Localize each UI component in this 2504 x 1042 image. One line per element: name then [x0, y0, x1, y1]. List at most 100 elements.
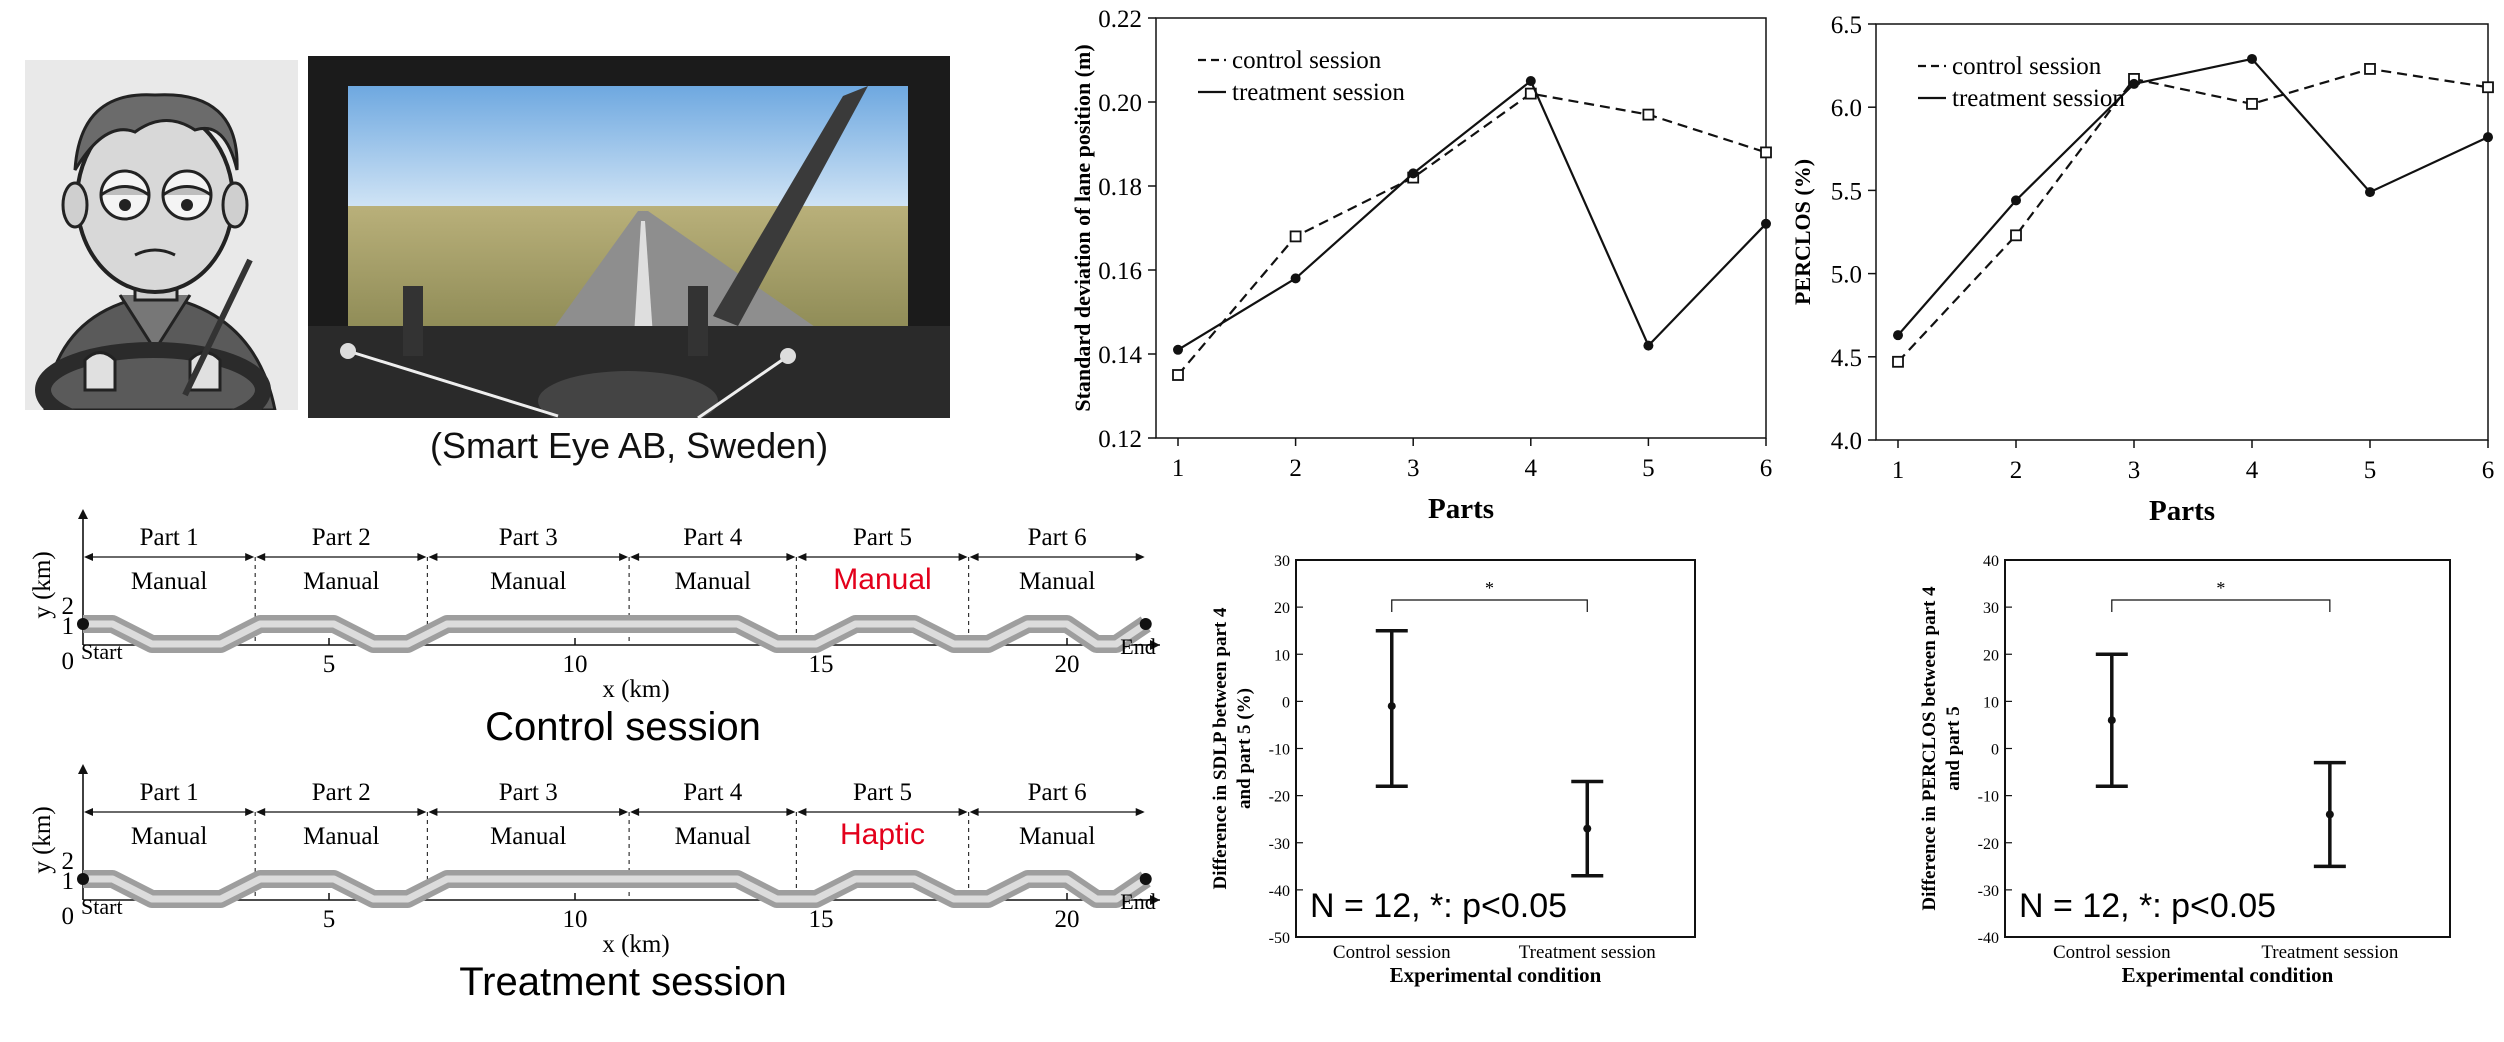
data-point [2365, 187, 2375, 198]
data-point [2129, 78, 2139, 89]
y-tick-label: 6.0 [1831, 95, 1862, 122]
series-line [1897, 67, 2489, 363]
x-tick-label: 3 [2128, 457, 2141, 484]
sample-size-annotation: N = 12, *: p<0.05 [2019, 887, 2276, 925]
part-span-arrow-left [630, 808, 640, 816]
plot-frame [2004, 559, 2451, 938]
part-span-arrow-right [958, 808, 968, 816]
significance-marker: * [2216, 578, 2225, 598]
x-axis-arrow [1150, 640, 1160, 650]
part-span-arrow-right [619, 808, 629, 816]
y-tick-label: 4.0 [1831, 428, 1862, 455]
part-label: Part 2 [312, 524, 371, 551]
x-tick-label: 1 [1172, 455, 1185, 482]
start-point [77, 618, 89, 630]
x-tick-label: 6 [2482, 457, 2495, 484]
x-tick-label: 15 [809, 906, 834, 933]
data-point [2247, 53, 2257, 64]
data-point [1892, 355, 1904, 368]
x-tick-label: Control session [2053, 942, 2171, 963]
part-mode-label: Haptic [840, 818, 925, 851]
y-tick-label: 30 [1274, 553, 1290, 570]
part-span-arrow-right [245, 808, 255, 816]
x-tick-label: Control session [1333, 942, 1451, 963]
session-title: Control session [485, 705, 761, 749]
x-tick-label: 15 [809, 651, 834, 678]
x-tick-label: 20 [1055, 651, 1080, 678]
y-tick-label: 0.12 [1098, 426, 1142, 453]
part-span-arrow-left [969, 553, 979, 561]
data-point [1893, 330, 1903, 341]
part-mode-label: Manual [490, 823, 566, 850]
driving-simulator-photo [308, 56, 950, 418]
significance-bracket [1391, 599, 1588, 612]
x-tick-label: 6 [1760, 455, 1773, 482]
y-tick-label: -40 [1269, 883, 1290, 900]
control-route-diagram: 0 12y (km) 5 10 15 20 x (km)Control session Par… [29, 509, 1160, 749]
y-tick-label: 2 [62, 593, 75, 620]
data-point [1290, 273, 1301, 284]
part-mode-label: Manual [1019, 823, 1095, 850]
part-label: Part 4 [683, 524, 743, 551]
y-tick-label: 2 [62, 848, 75, 875]
legend-label: control session [1952, 53, 2102, 80]
part-label: Part 6 [1028, 524, 1087, 551]
part-mode-label: Manual [833, 563, 931, 596]
plot-frame [1295, 559, 1696, 938]
data-point [1172, 369, 1184, 381]
route-road-centerline [83, 620, 1148, 648]
x-tick-label: 10 [563, 651, 588, 678]
y-tick-label: 20 [1274, 600, 1290, 617]
drowsy-driver-icon [35, 93, 277, 438]
y-axis-label-group: Difference in PERCLOS between part 4 and … [1919, 586, 1964, 911]
part-mode-label: Manual [303, 568, 379, 595]
start-label: Start [81, 639, 123, 664]
part-span-arrow-right [1135, 808, 1145, 816]
x-tick-label: 5 [1642, 455, 1655, 482]
y-tick-label: 4.5 [1831, 345, 1862, 372]
y-axis-arrow [78, 764, 88, 774]
part-mode-label: Manual [675, 823, 751, 850]
y-tick-label: 10 [1983, 694, 1999, 711]
data-point [1643, 340, 1654, 351]
part-span-arrow-right [1135, 553, 1145, 561]
perclos-line-chart: 4.0 4.5 5.0 5.5 6.0 6.5 1 2 3 4 5 6 Parts PERCLOS (%)… [1790, 12, 2495, 520]
part-span-arrow-left [797, 553, 807, 561]
x-tick-label: 2 [2010, 457, 2023, 484]
treatment-route-diagram: 0 12y (km) 5 10 15 20 x (km)Treatment session P… [29, 764, 1160, 1004]
y-tick-label: 0 [1991, 742, 1999, 759]
x-axis-label: x (km) [602, 931, 669, 958]
part-label: Part 1 [140, 524, 199, 551]
legend-label: treatment session [1952, 85, 2125, 112]
x-axis-label: Experimental condition [2122, 963, 2334, 987]
series-line [1897, 57, 2489, 336]
data-point [2011, 195, 2021, 206]
x-tick-label: 1 [1892, 457, 1905, 484]
x-tick-label: 5 [2364, 457, 2377, 484]
y-tick-label: -40 [1978, 930, 1999, 947]
part-span-arrow-left [84, 808, 93, 816]
y-axis-label: y (km) [29, 806, 56, 873]
mean-point [2107, 716, 2116, 725]
part-span-arrow-left [797, 808, 807, 816]
y-tick-label: 20 [1983, 647, 1999, 664]
x-tick-label: 4 [1525, 455, 1538, 482]
y-tick-label: 0.18 [1098, 174, 1142, 201]
legend-label: control session [1232, 47, 1382, 74]
part-span-arrow-left [630, 553, 640, 561]
y-tick-label: 10 [1274, 647, 1290, 664]
part-span-arrow-right [958, 553, 968, 561]
y-tick-label: 1 [62, 613, 75, 640]
significance-marker: * [1485, 578, 1494, 598]
drowsy-driver-illustration [25, 60, 298, 438]
mean-point [2325, 810, 2334, 819]
x-tick-label: 10 [563, 906, 588, 933]
y-axis-label: and part 5 [1943, 706, 1964, 790]
data-point [1289, 230, 1302, 243]
start-point [77, 873, 89, 885]
part-label: Part 5 [853, 524, 912, 551]
mean-point [1583, 824, 1592, 833]
y-tick-label: 6.5 [1831, 12, 1862, 39]
end-point [1139, 873, 1152, 885]
data-point [1525, 76, 1536, 86]
